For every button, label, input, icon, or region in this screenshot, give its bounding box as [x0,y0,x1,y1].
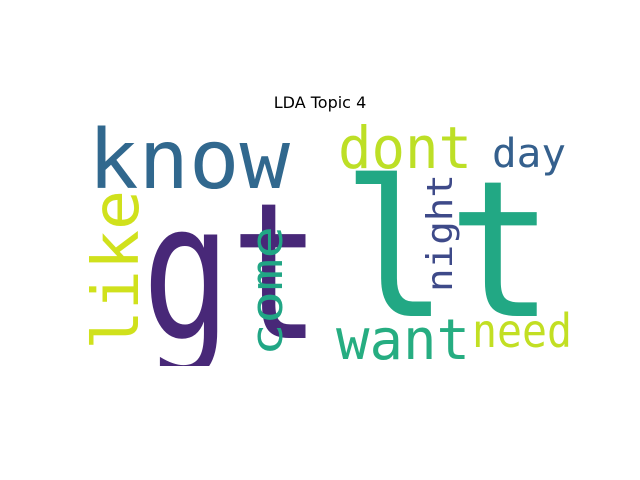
word-night: night [420,174,461,292]
word-like: like [80,190,154,350]
word-cloud: gt lt know dont day like night come want… [80,113,576,383]
word-gt: gt [142,162,320,366]
word-dont: dont [338,118,472,182]
word-day: day [492,131,566,177]
word-want: want [336,308,470,366]
word-need: need [472,304,572,358]
figure-title: LDA Topic 4 [273,93,367,112]
word-come: come [242,226,293,356]
word-lt: lt [342,140,554,361]
word-know: know [88,118,291,208]
